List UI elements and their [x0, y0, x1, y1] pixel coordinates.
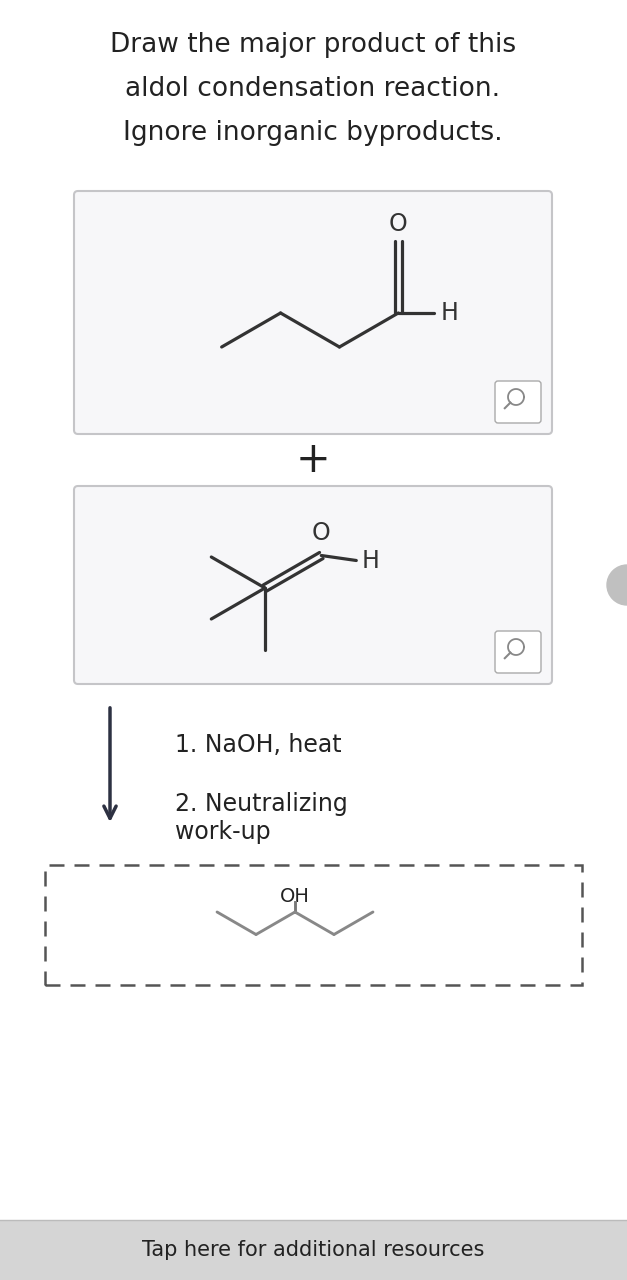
Text: Ignore inorganic byproducts.: Ignore inorganic byproducts.: [123, 120, 503, 146]
FancyBboxPatch shape: [495, 381, 541, 422]
FancyBboxPatch shape: [495, 631, 541, 673]
Text: 1. NaOH, heat: 1. NaOH, heat: [175, 733, 342, 756]
Text: H: H: [440, 301, 458, 325]
Text: Tap here for additional resources: Tap here for additional resources: [142, 1240, 484, 1260]
Text: O: O: [312, 521, 330, 545]
Bar: [45, 865, 582, 986]
Text: Draw the major product of this: Draw the major product of this: [110, 32, 516, 58]
Circle shape: [607, 564, 627, 605]
Text: 2. Neutralizing
work-up: 2. Neutralizing work-up: [175, 792, 348, 844]
Text: O: O: [389, 212, 408, 236]
Text: OH: OH: [280, 887, 310, 906]
Text: +: +: [295, 439, 330, 481]
FancyBboxPatch shape: [74, 486, 552, 684]
Text: aldol condensation reaction.: aldol condensation reaction.: [125, 76, 500, 102]
FancyBboxPatch shape: [74, 191, 552, 434]
Text: H: H: [361, 549, 379, 572]
Bar: [0, 1220, 627, 1280]
